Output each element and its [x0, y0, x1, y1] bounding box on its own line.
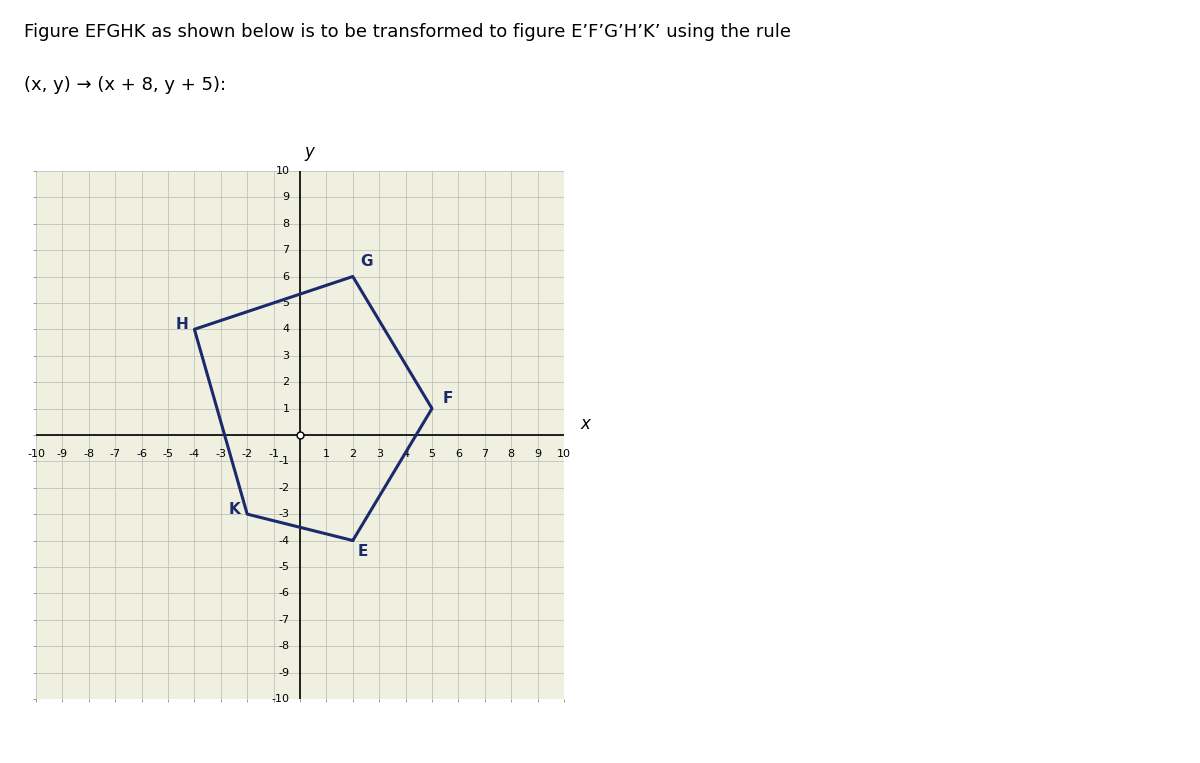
Text: 6: 6 [455, 449, 462, 459]
Text: 4: 4 [402, 449, 409, 459]
Text: -4: -4 [278, 536, 289, 546]
Text: -6: -6 [278, 588, 289, 598]
Text: 8: 8 [282, 219, 289, 229]
Text: E: E [358, 544, 368, 559]
Text: -9: -9 [278, 668, 289, 678]
Text: -10: -10 [28, 449, 46, 459]
Text: -2: -2 [241, 449, 253, 459]
Text: 1: 1 [282, 404, 289, 414]
Text: y: y [305, 143, 314, 162]
Text: 9: 9 [534, 449, 541, 459]
Text: -8: -8 [83, 449, 95, 459]
Text: 5: 5 [282, 298, 289, 308]
Text: -5: -5 [278, 562, 289, 572]
Text: -7: -7 [109, 449, 121, 459]
Text: 4: 4 [282, 324, 289, 334]
Text: x: x [580, 415, 590, 433]
Text: -1: -1 [278, 456, 289, 466]
Text: 3: 3 [376, 449, 383, 459]
Text: -4: -4 [188, 449, 200, 459]
Text: -9: -9 [56, 449, 68, 459]
Text: -8: -8 [278, 641, 289, 651]
Text: -3: -3 [215, 449, 227, 459]
Text: Figure EFGHK as shown below is to be transformed to figure E’F’G’H’K’ using the : Figure EFGHK as shown below is to be tra… [24, 23, 791, 41]
Text: -5: -5 [162, 449, 174, 459]
Text: K: K [229, 502, 240, 517]
Text: 7: 7 [481, 449, 488, 459]
Text: 10: 10 [557, 449, 571, 459]
Text: -7: -7 [278, 615, 289, 625]
Text: -3: -3 [278, 509, 289, 519]
Text: (x, y) → (x + 8, y + 5):: (x, y) → (x + 8, y + 5): [24, 76, 226, 95]
Text: 10: 10 [276, 166, 289, 176]
Text: 8: 8 [508, 449, 515, 459]
Text: 6: 6 [282, 272, 289, 282]
Text: H: H [176, 317, 188, 333]
Text: -6: -6 [136, 449, 148, 459]
Text: 5: 5 [428, 449, 436, 459]
Text: G: G [361, 254, 373, 269]
Text: 9: 9 [282, 192, 289, 202]
Text: 7: 7 [282, 245, 289, 255]
Text: -10: -10 [271, 694, 289, 704]
Text: -2: -2 [278, 483, 289, 493]
Text: 3: 3 [282, 351, 289, 361]
Text: 2: 2 [349, 449, 356, 459]
Text: 2: 2 [282, 377, 289, 387]
Text: 1: 1 [323, 449, 330, 459]
Text: F: F [443, 391, 452, 406]
Text: -1: -1 [268, 449, 280, 459]
